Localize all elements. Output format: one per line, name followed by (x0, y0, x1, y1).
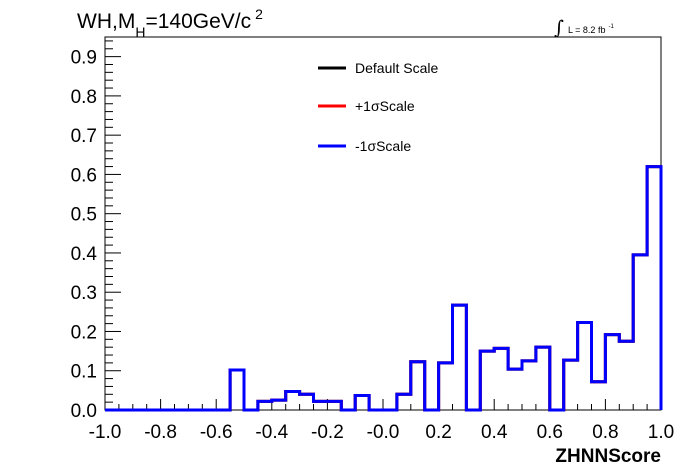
y-tick-label: 0.3 (71, 283, 97, 304)
lumi-text: L = 8.2 fb (568, 25, 605, 35)
series-line (105, 165, 663, 412)
y-tick-label: 0.6 (71, 165, 97, 186)
x-tick-label: 0.4 (481, 422, 508, 443)
x-tick-label: -0.0 (367, 422, 400, 443)
x-tick-label: -1.0 (89, 422, 122, 443)
y-tick-label: 0.8 (71, 87, 97, 108)
y-tick-label: 0.1 (71, 362, 97, 383)
legend-label: -1σScale (355, 138, 411, 154)
x-tick-label: 0.6 (537, 422, 563, 443)
y-tick-label: 0.7 (71, 126, 97, 147)
integral-sign: ∫ (554, 17, 564, 39)
series-line (105, 165, 663, 412)
x-tick-label: -0.2 (311, 422, 344, 443)
x-tick-label: 0.8 (592, 422, 618, 443)
chart-title: WH,MH=140GeV/c 2 (77, 6, 263, 40)
y-tick-label: 0.2 (71, 322, 97, 343)
x-tick-label: 1.0 (648, 422, 674, 443)
x-axis-ticks (104, 399, 662, 410)
x-axis-label: ZHNNScore (555, 446, 661, 467)
chart-title-sup: 2 (255, 6, 263, 22)
svg-text:L = 8.2 fb-1: L = 8.2 fb -1 (568, 24, 614, 35)
x-tick-label: -0.6 (200, 422, 233, 443)
histogram-series (105, 165, 663, 412)
x-axis-tick-labels: -1.0 -0.8 -0.6 -0.4 -0.2 -0.0 0.2 0.4 0.6 0.8 1.0 (89, 422, 675, 443)
lumi-sup: -1 (608, 24, 614, 30)
x-tick-label: 0.2 (425, 422, 451, 443)
chart-title-sub: H (135, 24, 145, 40)
series-line (105, 165, 663, 412)
chart-title-main: WH,M (77, 10, 135, 33)
luminosity-label: ∫ L = 8.2 fb -1 (554, 17, 614, 39)
y-axis-ticks (105, 40, 121, 411)
legend-label: +1σScale (355, 98, 415, 114)
y-tick-label: 0.5 (71, 205, 97, 226)
y-tick-label: 0.9 (71, 48, 97, 69)
legend-label: Default Scale (355, 60, 438, 76)
x-tick-label: -0.4 (255, 422, 288, 443)
chart-title-rest: =140GeV/c (145, 10, 251, 33)
y-tick-label: 0.4 (71, 244, 98, 265)
y-tick-label: 0.0 (71, 401, 97, 422)
legend: Default Scale +1σScale -1σScale (318, 60, 438, 154)
y-axis-tick-labels: 0.0 0.1 0.2 0.3 0.4 0.5 0.6 0.7 0.8 0.9 (71, 48, 98, 422)
x-tick-label: -0.8 (144, 422, 177, 443)
